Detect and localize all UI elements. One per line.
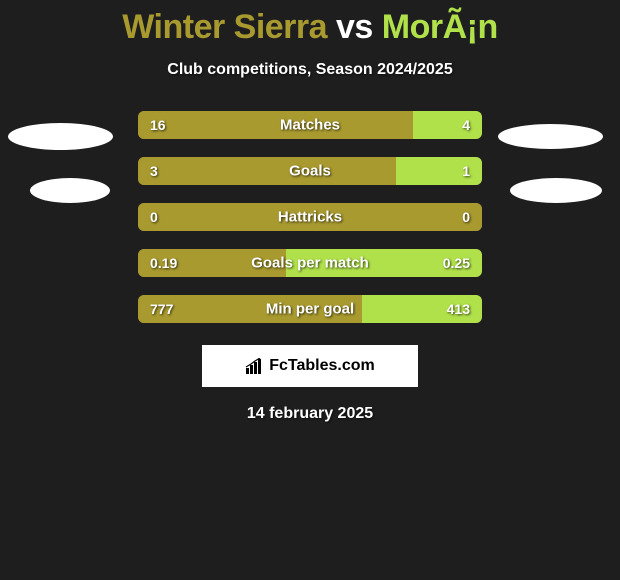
- stat-value-left: 0.19: [150, 255, 177, 271]
- stat-value-right: 0.25: [443, 255, 470, 271]
- player-left-name: Winter Sierra: [122, 8, 327, 46]
- stat-value-left: 3: [150, 163, 158, 179]
- decorative-ellipse-0: [8, 123, 113, 150]
- decorative-ellipse-3: [510, 178, 602, 203]
- stat-value-right: 1: [462, 163, 470, 179]
- chart-icon: [245, 358, 265, 374]
- page-title: Winter Sierra vs MorÃ¡n: [0, 0, 620, 47]
- stat-value-right: 4: [462, 117, 470, 133]
- decorative-ellipse-2: [498, 124, 603, 149]
- vs-text: vs: [327, 8, 382, 46]
- brand-box[interactable]: FcTables.com: [202, 345, 418, 387]
- stat-label: Matches: [280, 117, 340, 134]
- stat-value-left: 16: [150, 117, 166, 133]
- stat-row-min-per-goal: Min per goal 777 413: [138, 295, 482, 323]
- stat-label: Hattricks: [278, 209, 342, 226]
- bar-right: [413, 111, 482, 139]
- subtitle: Club competitions, Season 2024/2025: [0, 61, 620, 79]
- stat-label: Min per goal: [266, 301, 354, 318]
- decorative-ellipse-1: [30, 178, 110, 203]
- stat-label: Goals per match: [251, 255, 369, 272]
- brand-text: FcTables.com: [269, 357, 375, 375]
- player-right-name: MorÃ¡n: [382, 8, 498, 46]
- stat-row-goals-per-match: Goals per match 0.19 0.25: [138, 249, 482, 277]
- stat-row-matches: Matches 16 4: [138, 111, 482, 139]
- stat-value-left: 777: [150, 301, 173, 317]
- bar-left: [138, 157, 396, 185]
- stat-row-goals: Goals 3 1: [138, 157, 482, 185]
- stat-value-left: 0: [150, 209, 158, 225]
- stat-label: Goals: [289, 163, 331, 180]
- bar-left: [138, 111, 413, 139]
- stat-value-right: 0: [462, 209, 470, 225]
- bars-container: Matches 16 4 Goals 3 1 Hattricks 0 0 Goals per ma…: [138, 111, 482, 323]
- stat-row-hattricks: Hattricks 0 0: [138, 203, 482, 231]
- footer-date: 14 february 2025: [0, 405, 620, 423]
- stat-value-right: 413: [447, 301, 470, 317]
